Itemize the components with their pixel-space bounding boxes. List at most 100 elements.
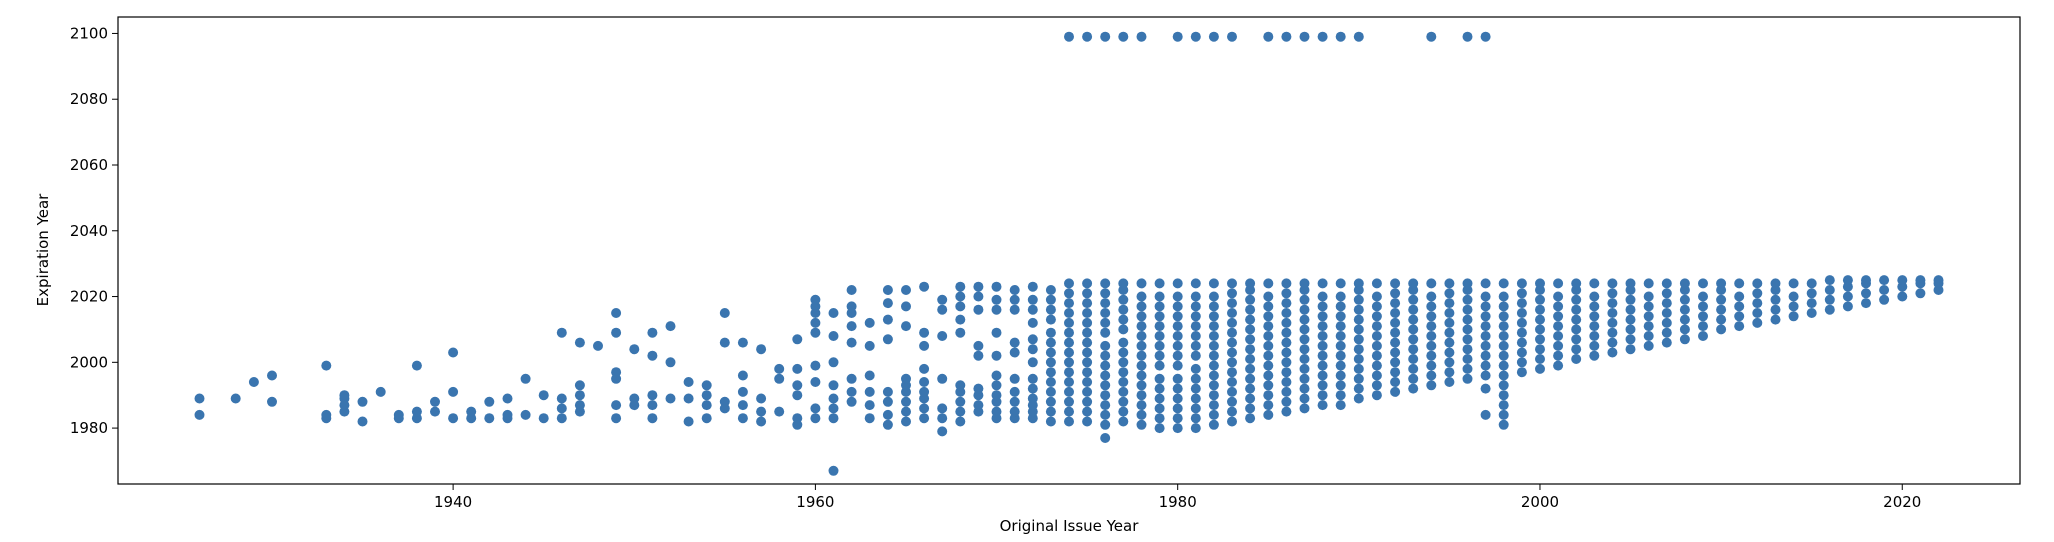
data-point	[1480, 350, 1491, 361]
data-point	[1154, 360, 1165, 371]
data-point	[991, 406, 1002, 417]
data-point	[1045, 396, 1056, 407]
data-point	[1317, 340, 1328, 351]
data-point	[1100, 370, 1111, 381]
data-point	[701, 413, 712, 424]
data-point	[1752, 308, 1763, 318]
x-tick-label: 1940	[434, 493, 472, 511]
data-point	[1009, 386, 1020, 397]
data-point	[1190, 340, 1201, 351]
data-point	[1263, 360, 1274, 371]
data-point	[1571, 334, 1582, 345]
data-point	[1444, 317, 1455, 328]
data-point	[1625, 344, 1636, 355]
data-point	[1444, 367, 1455, 378]
data-point	[1009, 406, 1020, 417]
data-point	[1172, 373, 1183, 384]
data-point	[882, 334, 893, 345]
data-point	[1027, 373, 1038, 384]
data-point	[1100, 327, 1111, 338]
data-point	[1299, 373, 1310, 384]
data-point	[1698, 278, 1708, 289]
data-point	[792, 413, 803, 424]
data-point	[1788, 278, 1799, 289]
data-point	[1661, 317, 1672, 328]
data-point	[1154, 311, 1165, 322]
data-point	[1064, 317, 1074, 328]
data-point	[1154, 423, 1165, 434]
data-point	[1498, 350, 1509, 361]
data-point	[665, 357, 676, 368]
x-tick-label: 2020	[1883, 493, 1921, 511]
data-point	[973, 291, 984, 302]
data-point	[1208, 350, 1219, 361]
data-point	[864, 370, 875, 381]
data-point	[611, 413, 622, 424]
data-point	[1408, 314, 1419, 325]
data-point	[1245, 373, 1256, 384]
data-point	[1462, 294, 1473, 305]
data-point	[1516, 288, 1527, 299]
data-point	[774, 363, 785, 374]
data-point	[1679, 304, 1690, 315]
data-point	[1571, 294, 1582, 305]
data-point	[1643, 331, 1654, 341]
data-point	[1915, 275, 1926, 286]
data-point	[1535, 354, 1545, 364]
data-point	[1299, 383, 1310, 394]
data-point	[1353, 383, 1364, 394]
data-point	[973, 383, 984, 394]
data-point	[1571, 344, 1582, 355]
data-point	[1154, 331, 1165, 341]
data-point	[1553, 321, 1564, 332]
data-point	[991, 304, 1002, 315]
data-point	[1118, 367, 1129, 378]
data-point	[1480, 340, 1491, 351]
data-point	[1227, 317, 1237, 328]
data-point	[737, 413, 748, 424]
data-point	[1027, 317, 1038, 328]
data-point	[1426, 301, 1437, 312]
data-point	[973, 400, 984, 411]
data-point	[1064, 278, 1074, 289]
data-point	[1770, 278, 1781, 289]
data-point	[1426, 278, 1437, 289]
data-point	[1353, 31, 1364, 42]
data-point	[737, 337, 748, 348]
data-point	[1172, 301, 1183, 312]
data-point	[973, 340, 984, 351]
data-point	[1607, 347, 1618, 358]
data-point	[574, 337, 585, 348]
data-point	[1154, 340, 1165, 351]
data-point	[1082, 31, 1093, 42]
data-point	[1027, 334, 1038, 345]
data-point	[1879, 285, 1890, 295]
data-point	[1371, 321, 1382, 332]
data-point	[1136, 311, 1147, 322]
data-point	[1208, 331, 1219, 341]
data-point	[1408, 334, 1419, 345]
data-point	[1498, 409, 1509, 420]
data-point	[1317, 350, 1328, 361]
data-point	[1607, 317, 1618, 328]
data-point	[1136, 360, 1147, 371]
data-point	[1679, 314, 1690, 325]
data-point	[1064, 377, 1074, 387]
data-point	[1589, 350, 1600, 361]
data-point	[1426, 350, 1437, 361]
data-point	[1516, 357, 1527, 368]
data-point	[1190, 331, 1201, 341]
data-point	[1172, 278, 1183, 289]
data-point	[1335, 278, 1346, 289]
data-point	[1335, 301, 1346, 312]
data-point	[828, 393, 839, 404]
data-point	[846, 396, 857, 407]
data-point	[1335, 350, 1346, 361]
data-point	[574, 380, 585, 391]
data-point	[1535, 344, 1545, 355]
data-point	[991, 370, 1002, 381]
data-point	[448, 413, 459, 424]
data-point	[1136, 331, 1147, 341]
data-point	[1245, 344, 1256, 355]
data-point	[647, 413, 658, 424]
